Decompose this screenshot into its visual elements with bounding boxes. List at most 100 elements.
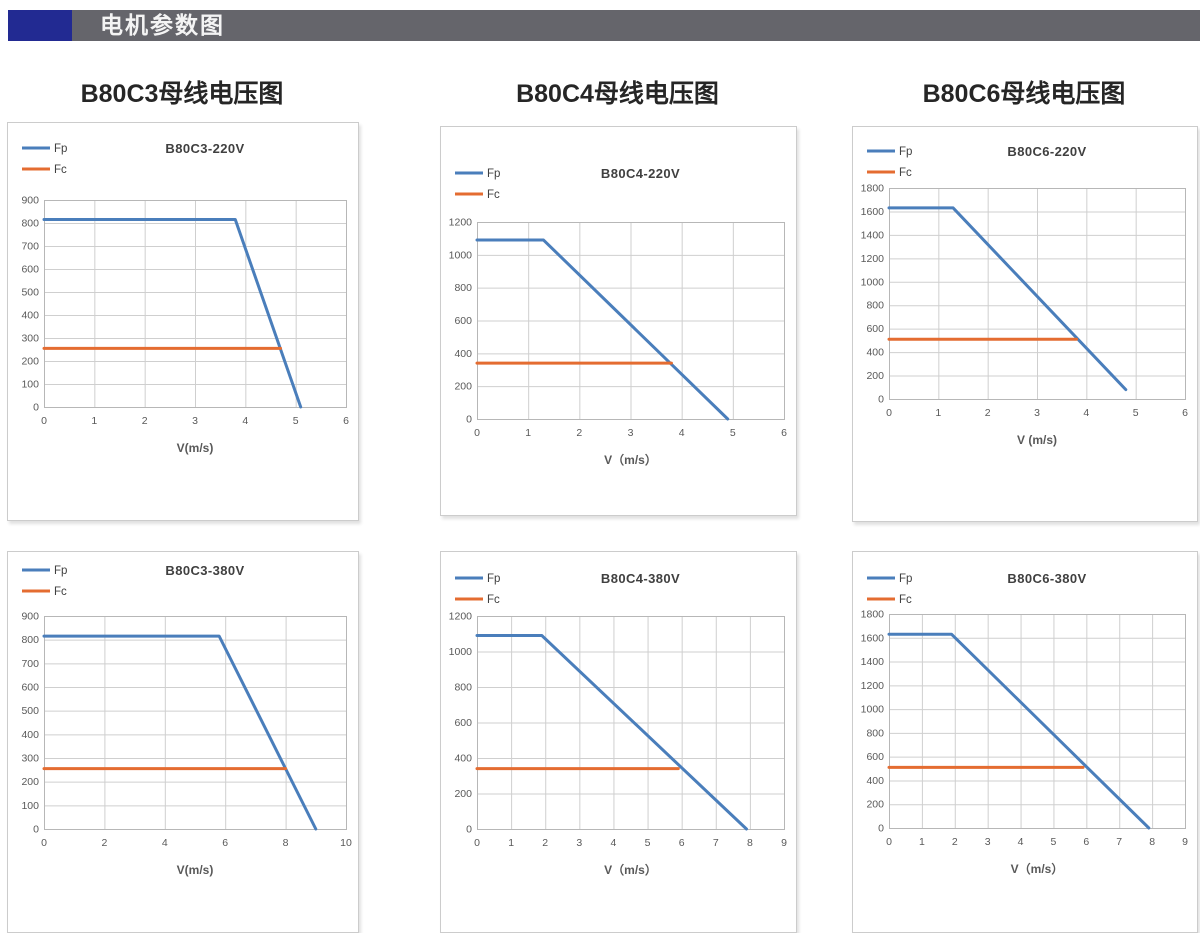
y-axis-tick-labels: 0 100 200 300 400 500 600 700 800 900 [21, 611, 39, 836]
x-axis-tick-labels: 0 1 2 3 4 5 6 7 8 9 [474, 837, 787, 849]
svg-text:800: 800 [454, 282, 472, 294]
svg-text:0: 0 [878, 823, 884, 835]
svg-text:1000: 1000 [449, 646, 473, 658]
svg-text:800: 800 [866, 300, 884, 312]
header-accent-block [8, 10, 72, 41]
svg-text:1200: 1200 [861, 680, 885, 692]
chart-legend: Fp Fc [22, 565, 67, 598]
legend-fc-label: Fc [54, 586, 67, 598]
svg-text:6: 6 [1083, 836, 1089, 848]
svg-text:5: 5 [730, 427, 736, 439]
x-axis-tick-labels: 0 2 4 6 8 10 [41, 837, 352, 849]
plot-border [477, 616, 785, 830]
svg-text:800: 800 [866, 727, 884, 739]
fp-line [887, 632, 1151, 830]
chart-title: B80C6-380V [1007, 571, 1086, 586]
svg-text:4: 4 [611, 837, 617, 849]
y-axis-tick-labels: 0 200 400 600 800 1000 1200 [449, 611, 473, 836]
legend-fp-label: Fp [487, 573, 500, 585]
plot-border [44, 616, 347, 830]
chart-panel-b80c6-380v: 0 200 400 600 800 1000 1200 1400 1600 1800 0 1 2 3 4 5 6… [852, 551, 1198, 933]
svg-text:1400: 1400 [861, 656, 885, 668]
svg-text:400: 400 [866, 347, 884, 359]
plot-border [889, 188, 1186, 400]
svg-text:8: 8 [747, 837, 753, 849]
chart-panel-b80c4-220v: 0 200 400 600 800 1000 1200 0 1 2 3 4 5 6 V（m/s） Fp Fc B8… [440, 126, 797, 516]
svg-text:1000: 1000 [861, 276, 885, 288]
chart-legend: Fp Fc [867, 146, 912, 179]
column-title-b80c3: B80C3母线电压图 [80, 80, 284, 108]
svg-text:9: 9 [781, 837, 787, 849]
fp-line [475, 634, 748, 831]
fp-line [887, 206, 1128, 392]
svg-text:0: 0 [41, 837, 47, 849]
svg-text:400: 400 [454, 348, 472, 360]
column-title-b80c6: B80C6母线电压图 [922, 80, 1126, 108]
legend-fp-label: Fp [54, 565, 67, 577]
y-axis-tick-labels: 0 100 200 300 400 500 600 700 800 900 [21, 195, 39, 414]
svg-text:1: 1 [91, 415, 97, 427]
svg-text:3: 3 [576, 837, 582, 849]
svg-text:6: 6 [343, 415, 349, 427]
svg-text:4: 4 [679, 427, 685, 439]
chart-legend: Fp Fc [22, 143, 67, 176]
legend-fp-label: Fp [899, 573, 912, 585]
svg-text:600: 600 [866, 323, 884, 335]
svg-text:1000: 1000 [861, 704, 885, 716]
chart-b80c6-220v: 0 200 400 600 800 1000 1200 1400 1600 1800 0 1 2 3 4 5 6… [861, 144, 1188, 447]
chart-legend: Fp Fc [455, 168, 500, 201]
svg-text:200: 200 [866, 370, 884, 382]
x-axis-label: V(m/s) [177, 863, 214, 877]
legend-fp-label: Fp [487, 168, 500, 180]
svg-text:2: 2 [952, 836, 958, 848]
legend-fc-label: Fc [899, 167, 912, 179]
svg-text:300: 300 [21, 753, 39, 765]
chart-b80c3-220v: 0 100 200 300 400 500 600 700 800 900 0 1 2 3 4 5 6 V(m/s… [21, 141, 349, 455]
svg-text:2: 2 [101, 837, 107, 849]
x-axis-label: V (m/s) [1017, 433, 1057, 447]
svg-text:4: 4 [162, 837, 168, 849]
chart-panel-b80c6-220v: 0 200 400 600 800 1000 1200 1400 1600 1800 0 1 2 3 4 5 6… [852, 126, 1198, 522]
svg-text:6: 6 [781, 427, 787, 439]
svg-text:5: 5 [1133, 407, 1139, 419]
svg-text:500: 500 [21, 287, 39, 299]
svg-text:500: 500 [21, 705, 39, 717]
svg-text:200: 200 [21, 356, 39, 368]
svg-text:600: 600 [454, 717, 472, 729]
svg-text:1400: 1400 [861, 229, 885, 241]
svg-text:400: 400 [454, 753, 472, 765]
svg-text:700: 700 [21, 658, 39, 670]
chart-b80c6-380v: 0 200 400 600 800 1000 1200 1400 1600 1800 0 1 2 3 4 5 6… [861, 571, 1188, 876]
chart-b80c3-380v: 0 100 200 300 400 500 600 700 800 900 0 2 4 6 8 10 V(m/s… [21, 563, 352, 877]
svg-text:0: 0 [33, 824, 39, 836]
svg-text:0: 0 [466, 824, 472, 836]
chart-title: B80C4-220V [601, 166, 680, 181]
svg-text:400: 400 [21, 310, 39, 322]
column-title-b80c4: B80C4母线电压图 [516, 80, 719, 108]
x-axis-label: V(m/s) [177, 441, 214, 455]
svg-text:1600: 1600 [861, 632, 885, 644]
chart-grid [889, 188, 1186, 400]
svg-text:0: 0 [33, 402, 39, 414]
chart-panel-b80c3-220v: 0 100 200 300 400 500 600 700 800 900 0 1 2 3 4 5 6 V(m/s… [7, 122, 359, 521]
svg-text:1: 1 [935, 407, 941, 419]
svg-text:800: 800 [21, 218, 39, 230]
svg-text:600: 600 [21, 682, 39, 694]
chart-grid [477, 616, 785, 830]
svg-text:1: 1 [508, 837, 514, 849]
legend-fp-label: Fp [899, 146, 912, 158]
svg-text:8: 8 [283, 837, 289, 849]
fp-line [42, 634, 318, 831]
svg-text:1800: 1800 [861, 183, 885, 195]
svg-text:9: 9 [1182, 836, 1188, 848]
x-axis-tick-labels: 0 1 2 3 4 5 6 [886, 407, 1188, 419]
svg-text:0: 0 [878, 394, 884, 406]
svg-text:200: 200 [454, 381, 472, 393]
svg-text:900: 900 [21, 611, 39, 623]
y-axis-tick-labels: 0 200 400 600 800 1000 1200 1400 1600 1800 [861, 609, 885, 835]
chart-panel-b80c3-380v: 0 100 200 300 400 500 600 700 800 900 0 2 4 6 8 10 V(m/s… [7, 551, 359, 933]
legend-fc-label: Fc [487, 189, 500, 201]
svg-text:300: 300 [21, 333, 39, 345]
x-axis-label: V（m/s） [604, 452, 657, 467]
